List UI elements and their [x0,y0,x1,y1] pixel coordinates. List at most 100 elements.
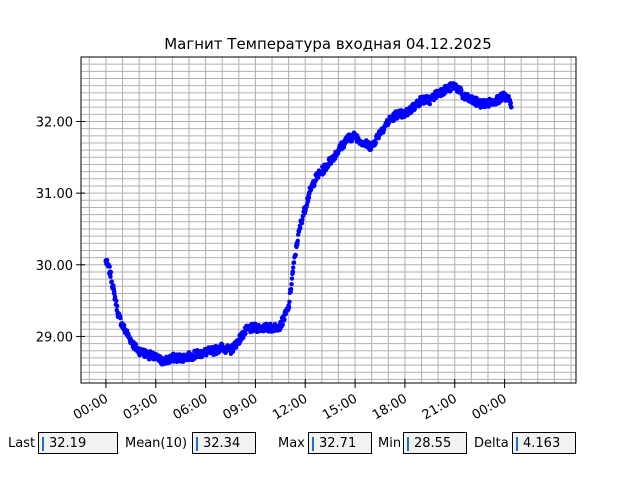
data-point [508,104,514,110]
data-point [306,190,312,196]
data-point [319,169,325,175]
data-point [228,348,233,354]
data-point [114,303,120,309]
data-point [502,94,507,99]
data-point [103,258,109,264]
data-point [289,276,295,281]
data-point [261,325,267,331]
data-point [352,133,358,139]
data-point [287,299,292,304]
data-point [161,359,167,364]
data-point [244,326,250,332]
data-point [219,344,225,350]
x-tick-label: 18:00 [370,391,410,423]
y-tick-label: 29.00 [36,330,73,345]
data-points [103,81,514,367]
data-point [376,136,381,141]
data-point [477,101,483,106]
data-point [145,351,150,357]
data-point [107,269,113,275]
data-point [169,355,175,361]
data-point [344,136,350,142]
y-tick-label: 31.00 [36,187,73,202]
data-point [427,101,433,107]
data-point [186,354,192,359]
data-point [108,274,113,279]
data-point [290,269,296,275]
data-point [506,94,511,99]
data-point [194,351,200,357]
data-point [291,260,297,265]
data-point [410,104,416,110]
data-point [293,252,298,258]
data-point [203,349,208,355]
data-point [269,325,275,331]
x-tick-label: 21:00 [420,391,460,423]
data-point [236,337,242,343]
data-point [456,86,462,92]
grid [81,56,576,383]
data-point [391,118,396,123]
data-point [485,101,491,106]
data-point [468,97,474,103]
data-point [107,264,112,269]
data-point [109,279,114,284]
data-point [435,90,441,96]
data-point [120,323,125,329]
data-point [327,158,333,164]
data-point [114,298,119,304]
data-point [253,325,258,331]
plot-frame [80,56,577,384]
data-point [360,140,366,146]
data-point [373,140,379,145]
data-point [178,355,184,361]
data-point [369,144,375,149]
data-point [243,331,248,336]
x-tick-label: 03:00 [121,391,161,423]
data-point [291,265,296,270]
data-point [311,179,316,185]
data-point [115,312,121,318]
data-point [289,282,294,287]
data-point [136,348,142,354]
x-tick-label: 15:00 [320,391,360,423]
data-point [277,323,283,329]
data-point [452,83,458,89]
data-point [211,348,217,354]
data-point [460,94,466,99]
data-point [385,119,391,124]
data-point [381,127,387,132]
data-point [336,147,341,153]
data-point [298,219,304,225]
data-point [306,195,312,200]
data-point [444,86,449,92]
data-point [153,355,159,361]
data-point [294,240,300,246]
data-point [132,344,138,350]
data-point [124,330,130,336]
x-tick-label: 06:00 [171,391,211,423]
data-point [506,97,512,103]
data-point [377,129,383,135]
data-point [394,111,400,117]
data-point [128,337,134,343]
y-tick-label: 30.00 [36,259,73,274]
x-tick-label: 00:00 [71,391,111,423]
data-point [286,305,292,311]
y-tick-label: 32.00 [36,115,73,130]
data-point [111,291,117,296]
x-tick-label: 09:00 [220,391,260,423]
data-point [302,205,308,210]
data-point [402,111,408,117]
x-tick-label: 00:00 [470,391,510,423]
data-point [288,286,294,292]
data-point [448,88,453,93]
x-tick-label: 12:00 [270,391,310,423]
data-point [282,317,287,322]
data-point [419,97,424,103]
data-point [315,172,321,178]
data-point [298,225,303,231]
data-point [427,97,433,103]
data-point [493,97,499,103]
